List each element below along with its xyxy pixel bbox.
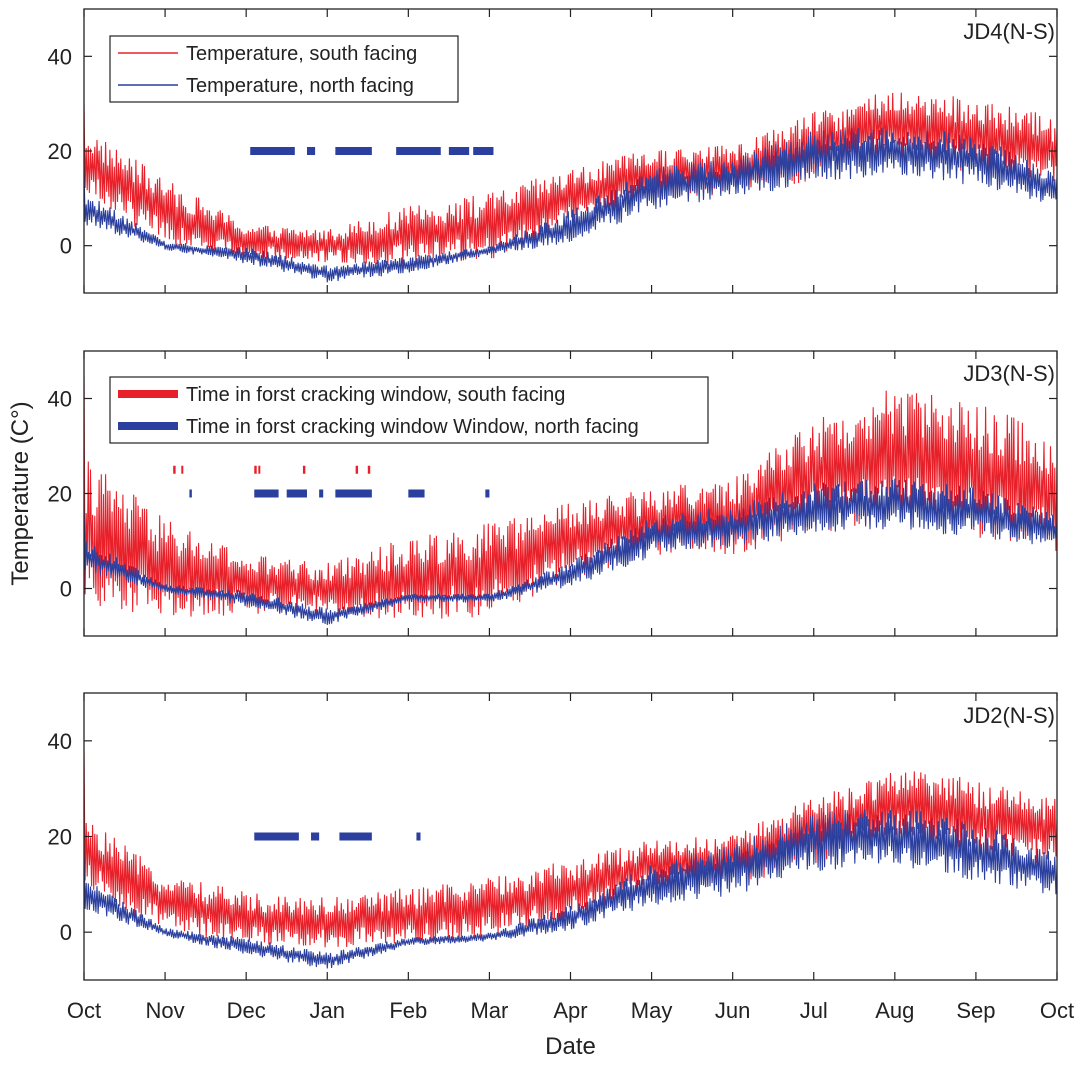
x-tick-label: Oct <box>1040 998 1074 1023</box>
legend: Temperature, south facing Temperature, no… <box>109 35 459 103</box>
legend-entry: Time in forst cracking window, south fac… <box>186 384 565 406</box>
y-axis-label: Temperature (C°) <box>7 401 34 585</box>
plot-area <box>84 92 1057 283</box>
plot-area <box>84 750 1057 969</box>
panel-label: JD4(N-S) <box>963 19 1055 44</box>
panel-label: JD2(N-S) <box>963 703 1055 728</box>
frost-window-marker <box>335 147 372 155</box>
x-tick-label: Apr <box>553 998 587 1023</box>
y-tick-label: 0 <box>60 920 72 945</box>
frost-window-marker <box>254 465 257 474</box>
x-tick-label: Oct <box>67 998 101 1023</box>
series-line-north <box>84 809 1057 969</box>
x-tick-label: May <box>631 998 673 1023</box>
legend-entry: Temperature, north facing <box>186 75 414 97</box>
frost-window-marker <box>485 489 490 498</box>
frost-window-marker <box>396 147 441 155</box>
frost-window-marker <box>408 489 425 498</box>
x-tick-label: Feb <box>389 998 427 1023</box>
frost-window-marker <box>339 832 372 841</box>
x-tick-label: Jul <box>800 998 828 1023</box>
frost-window-marker <box>258 465 261 474</box>
y-tick-label: 40 <box>48 387 72 412</box>
frost-window-marker <box>311 832 320 841</box>
x-tick-label: Dec <box>227 998 266 1023</box>
panel-3: 0 20 40 Oct Nov Dec Jan Feb Mar Apr May Jun Jul Aug Se… <box>48 692 1074 1060</box>
frost-window-marker <box>189 489 192 498</box>
frost-window-marker <box>254 489 279 498</box>
plot-area <box>84 374 1057 625</box>
frost-window-marker <box>355 465 359 474</box>
frost-window-marker <box>173 465 176 474</box>
legend-box <box>109 35 459 103</box>
series-line-south <box>84 750 1057 948</box>
y-tick-label: 20 <box>48 482 72 507</box>
panel-2: 0 20 40 JD3(N-S) Time in forst cracking wind… <box>7 350 1058 637</box>
x-tick-label: Nov <box>146 998 185 1023</box>
x-tick-label: Jun <box>715 998 750 1023</box>
frost-window-marker <box>302 465 306 474</box>
y-tick-label: 40 <box>48 44 72 69</box>
series-line-south <box>84 374 1057 619</box>
y-tick-label: 40 <box>48 729 72 754</box>
y-tick-label: 0 <box>60 234 72 259</box>
frost-window-marker <box>250 147 295 155</box>
series-line-north <box>84 478 1057 625</box>
legend-entry: Temperature, south facing <box>186 43 417 65</box>
frost-window-marker <box>286 489 307 498</box>
x-tick-label: Mar <box>470 998 508 1023</box>
legend-box <box>109 376 709 444</box>
x-tick-label: Jan <box>310 998 345 1023</box>
frost-window-marker <box>416 832 421 841</box>
series-line-north <box>84 127 1057 283</box>
frost-window-marker <box>448 147 470 155</box>
x-axis-label: Date <box>545 1033 596 1060</box>
series-line-south <box>84 92 1057 266</box>
frost-window-marker <box>335 489 372 498</box>
panel-label: JD3(N-S) <box>963 361 1055 386</box>
frost-window-marker <box>306 147 316 155</box>
y-tick-label: 0 <box>60 577 72 602</box>
frost-window-marker <box>367 465 371 474</box>
frost-window-marker <box>319 489 324 498</box>
frost-window-marker <box>254 832 299 841</box>
frost-window-marker <box>181 465 184 474</box>
y-tick-label: 20 <box>48 825 72 850</box>
frost-window-marker <box>473 147 494 155</box>
y-tick-label: 20 <box>48 139 72 164</box>
x-tick-label: Aug <box>875 998 914 1023</box>
legend: Time in forst cracking window, south fac… <box>109 376 709 444</box>
legend-entry: Time in forst cracking window Window, no… <box>186 416 639 438</box>
x-tick-label: Sep <box>956 998 995 1023</box>
